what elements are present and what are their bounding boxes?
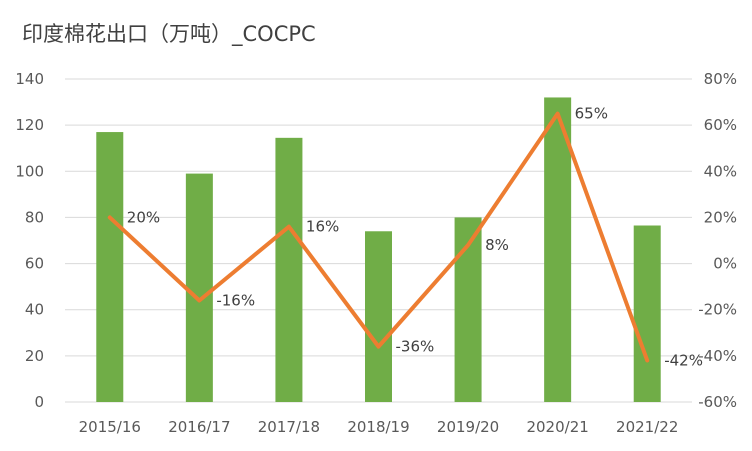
y-left-tick-label: 60 — [25, 255, 44, 273]
y-right-tick-label: -40% — [698, 347, 737, 365]
data-label: 20% — [127, 208, 160, 226]
y-left-tick-label: 140 — [15, 70, 44, 88]
y-right-tick-label: -20% — [698, 301, 737, 319]
data-label: 65% — [575, 105, 608, 123]
data-label: 16% — [306, 218, 339, 236]
y-right-tick-label: -60% — [698, 393, 737, 411]
bar — [275, 137, 303, 402]
y-right-tick-label: 40% — [704, 162, 737, 180]
y-left-tick-label: 40 — [25, 301, 44, 319]
bar — [365, 231, 392, 402]
x-tick-label: 2021/22 — [616, 418, 678, 436]
data-label: -42% — [664, 351, 703, 369]
y-right-tick-label: 60% — [704, 116, 737, 134]
x-tick-label: 2016/17 — [168, 418, 230, 436]
x-tick-label: 2015/16 — [79, 418, 141, 436]
x-tick-label: 2019/20 — [437, 418, 499, 436]
bar — [544, 97, 572, 402]
data-label: -16% — [216, 291, 255, 309]
bar — [454, 217, 482, 402]
x-tick-label: 2018/19 — [347, 418, 409, 436]
bar — [96, 132, 124, 403]
y-right-tick-label: 80% — [704, 70, 737, 88]
y-left-tick-label: 120 — [15, 116, 44, 134]
bar — [633, 225, 661, 402]
y-left-tick-label: 20 — [25, 347, 44, 365]
y-left-tick-label: 0 — [34, 393, 44, 411]
chart-title: 印度棉花出口（万吨）_COCPC — [22, 22, 316, 46]
x-tick-label: 2020/21 — [526, 418, 588, 436]
data-label: 8% — [485, 236, 509, 254]
y-left-tick-label: 100 — [15, 162, 44, 180]
x-tick-label: 2017/18 — [258, 418, 320, 436]
y-right-tick-label: 20% — [704, 208, 737, 226]
y-right-tick-label: 0% — [713, 255, 737, 273]
data-label: -36% — [396, 338, 435, 356]
bar — [185, 173, 213, 402]
y-left-tick-label: 80 — [25, 208, 44, 226]
